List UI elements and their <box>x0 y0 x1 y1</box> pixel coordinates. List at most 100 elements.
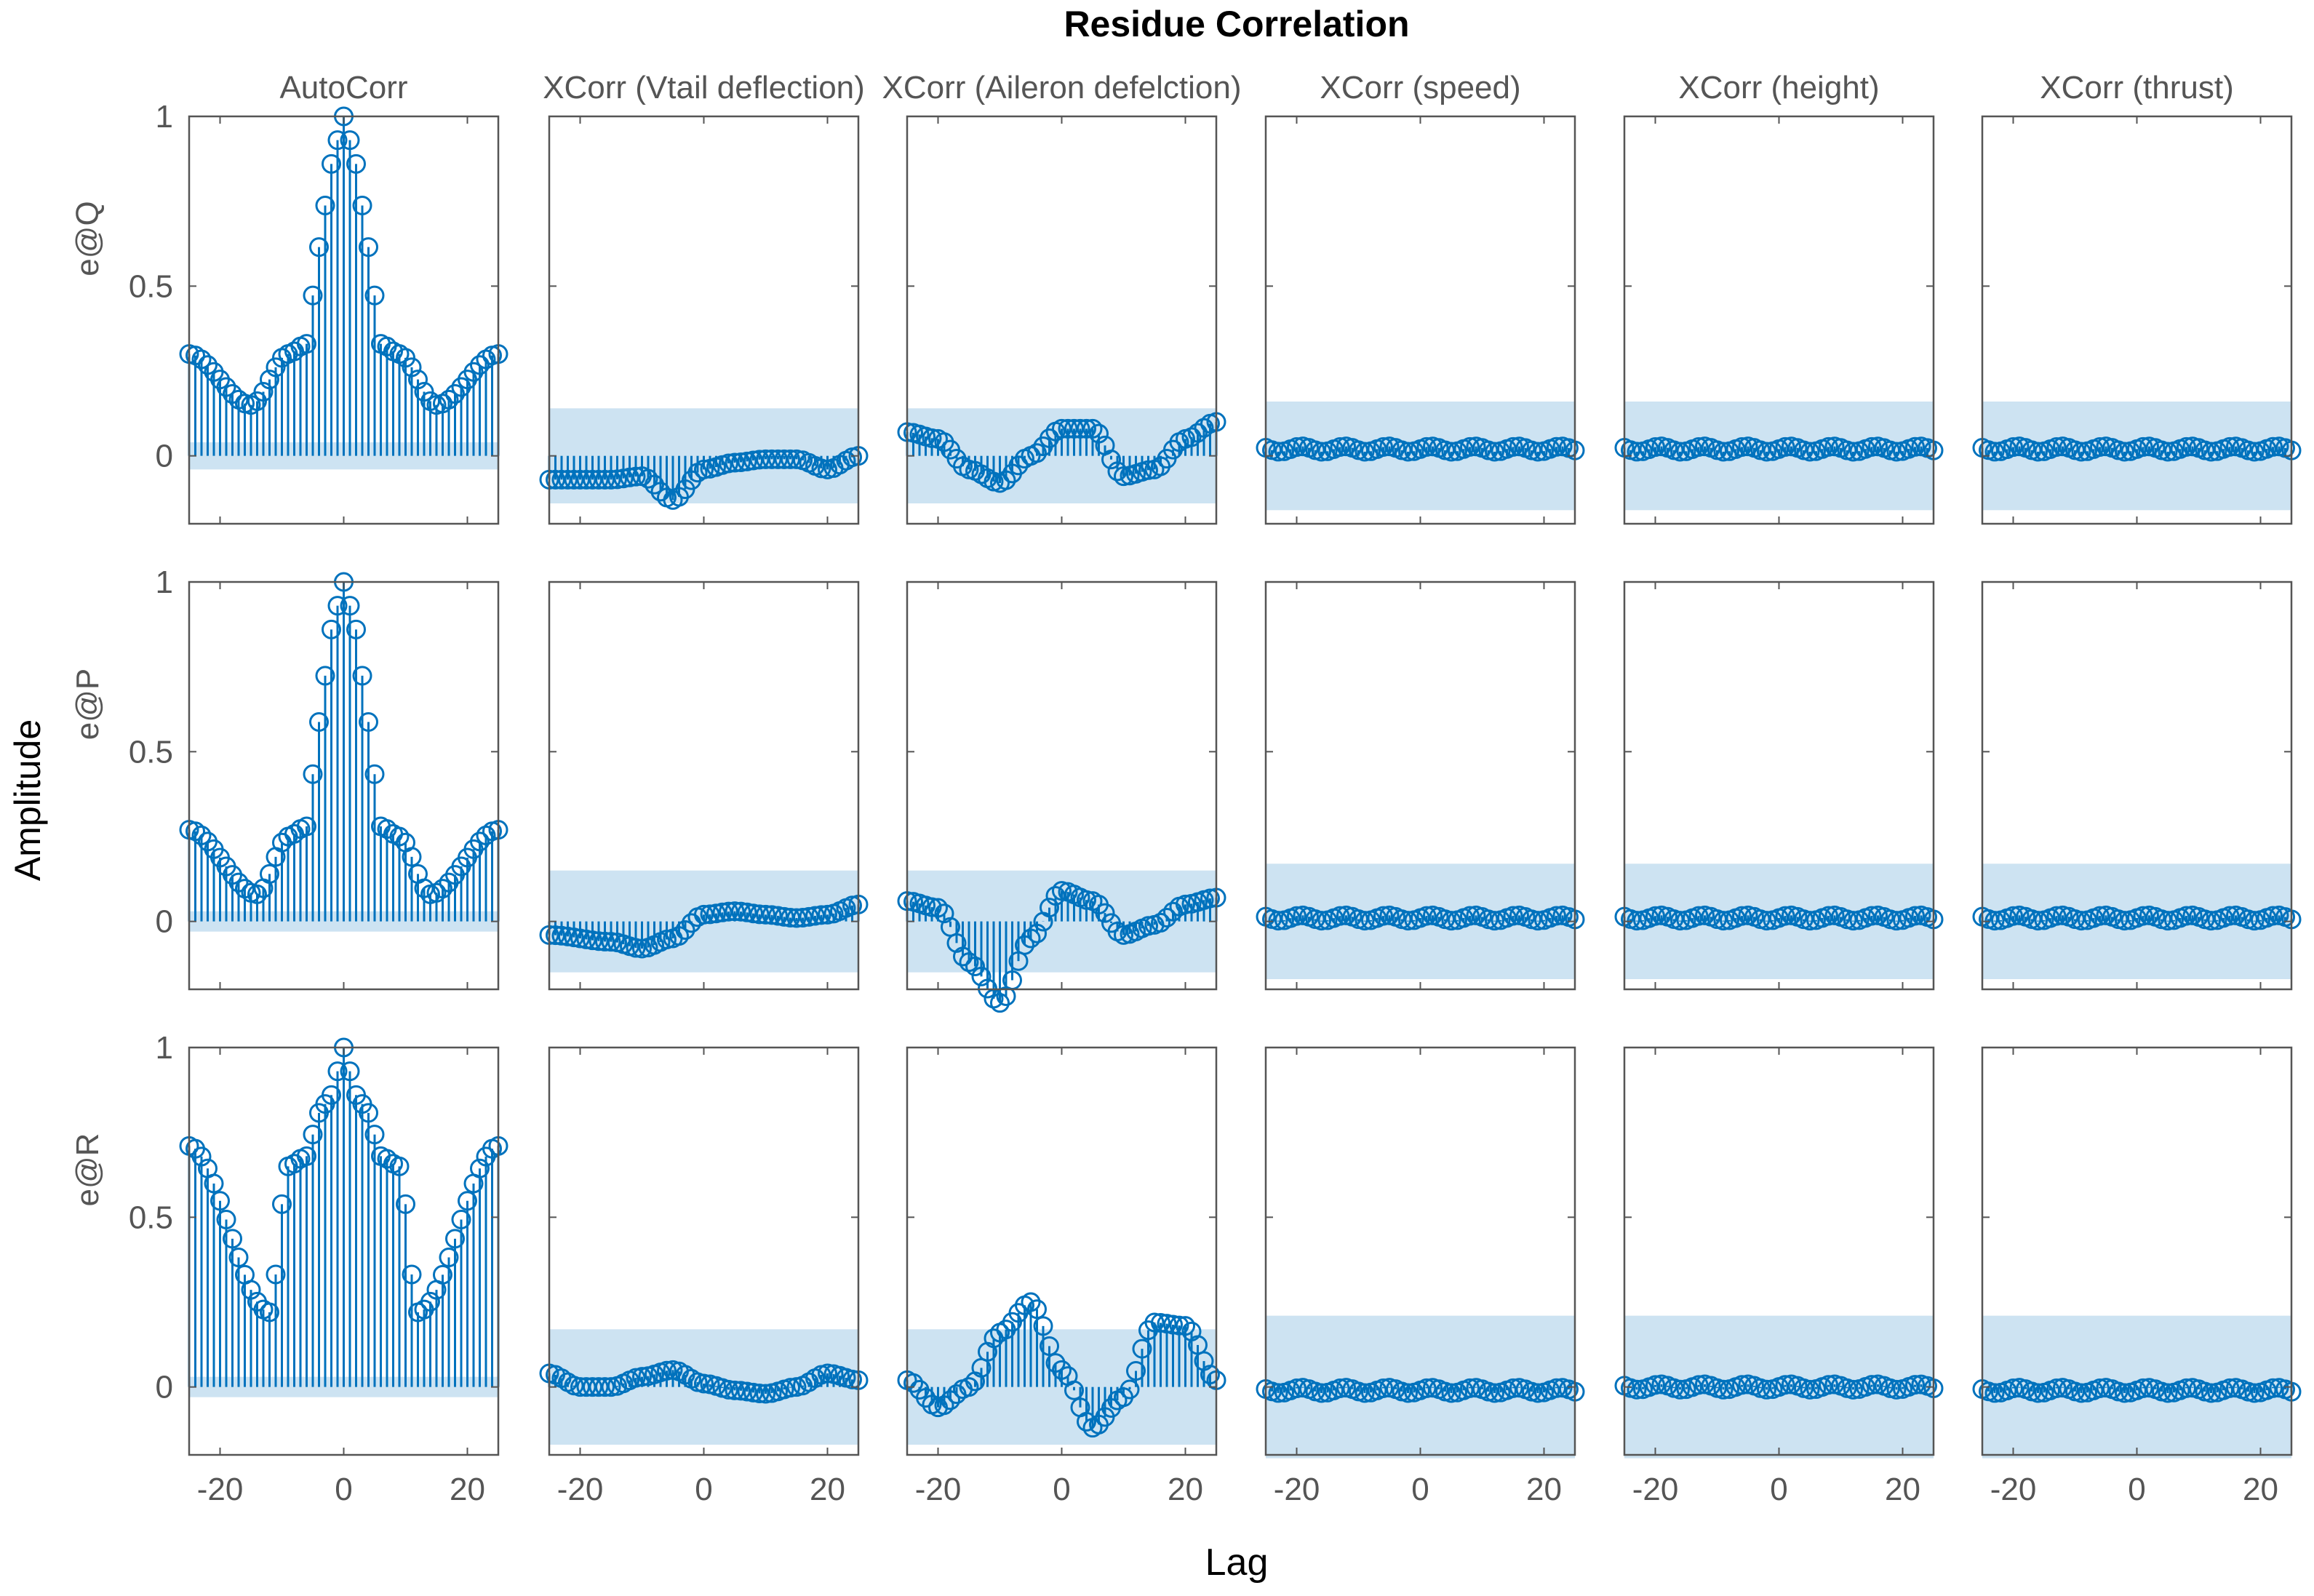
data-point <box>303 285 323 306</box>
data-point <box>700 904 720 925</box>
data-point <box>272 1194 292 1214</box>
data-point <box>198 355 218 375</box>
data-point <box>1287 1378 1306 1399</box>
y-tick-label: 1 <box>156 564 173 600</box>
data-point <box>2090 436 2110 457</box>
y-tick-label: 0.5 <box>129 1200 173 1235</box>
column-title: XCorr (thrust) <box>2040 70 2233 105</box>
data-point <box>1398 1383 1418 1403</box>
x-tick-label: 20 <box>450 1472 485 1507</box>
data-point <box>216 1210 236 1230</box>
data-point <box>2046 906 2067 926</box>
data-point <box>1398 442 1418 462</box>
data-point <box>607 469 627 490</box>
data-point <box>1688 1375 1709 1395</box>
data-point <box>2201 911 2221 931</box>
data-point <box>941 1390 960 1411</box>
data-point <box>1312 1383 1331 1403</box>
data-point <box>228 872 249 893</box>
data-point <box>364 1125 385 1145</box>
data-point <box>433 879 452 899</box>
data-point <box>1163 1314 1183 1335</box>
data-point <box>420 1291 440 1312</box>
y-axis-label: Amplitude <box>7 719 48 881</box>
data-point <box>1800 911 1820 931</box>
x-tick-label: -20 <box>1632 1472 1679 1507</box>
data-point <box>1688 436 1709 457</box>
data-point <box>445 1229 465 1249</box>
data-point <box>2177 436 2196 457</box>
data-point <box>719 453 738 474</box>
data-point <box>297 816 316 837</box>
data-point <box>570 928 590 949</box>
data-point <box>1355 911 1375 931</box>
data-point <box>1330 1378 1350 1398</box>
data-point <box>1905 1375 1925 1395</box>
data-point <box>1151 912 1170 933</box>
data-point <box>346 619 366 639</box>
data-point <box>315 196 335 215</box>
data-point <box>340 596 360 616</box>
data-point <box>657 929 677 949</box>
x-tick-label: 20 <box>2243 1472 2278 1507</box>
data-point <box>402 1264 422 1285</box>
data-point <box>327 1061 348 1082</box>
data-point <box>842 1369 862 1389</box>
data-point <box>916 1388 935 1408</box>
data-point <box>1416 906 1437 926</box>
data-point <box>2046 436 2067 457</box>
data-point <box>675 920 695 941</box>
data-point <box>1070 418 1090 439</box>
data-point <box>414 878 434 898</box>
data-point <box>359 237 378 258</box>
data-point <box>620 467 639 487</box>
x-tick-label: 0 <box>335 1472 352 1507</box>
data-point <box>737 451 757 471</box>
data-point <box>749 450 770 470</box>
x-tick-label: 20 <box>1526 1472 1562 1507</box>
data-point <box>2201 442 2221 462</box>
data-point <box>1800 442 1820 462</box>
data-point <box>762 905 782 925</box>
x-tick-label: -20 <box>197 1472 244 1507</box>
data-point <box>669 926 689 946</box>
data-point <box>1713 911 1733 931</box>
y-tick-label: 0 <box>156 439 173 474</box>
data-point <box>389 826 410 847</box>
data-point <box>934 1395 954 1416</box>
data-point <box>2003 1378 2023 1399</box>
x-tick-label: 0 <box>1411 1472 1429 1507</box>
data-point <box>1027 923 1047 943</box>
data-point <box>2177 906 2196 926</box>
data-point <box>2158 442 2178 462</box>
data-point <box>589 1377 609 1397</box>
data-point <box>786 449 807 469</box>
data-point <box>842 895 862 916</box>
data-point <box>1021 1292 1041 1312</box>
panel-r2-c2: -20 0 20 <box>897 1046 1226 1507</box>
data-point <box>719 1379 738 1400</box>
data-point <box>589 469 609 490</box>
data-point <box>928 898 948 918</box>
data-point <box>1886 442 1907 462</box>
data-point <box>632 938 652 959</box>
data-point <box>1176 894 1195 914</box>
data-point <box>2046 1378 2067 1398</box>
data-point <box>2219 906 2240 926</box>
data-point <box>1330 906 1350 926</box>
data-point <box>1064 1380 1084 1400</box>
data-point <box>1645 437 1665 458</box>
data-point <box>743 903 763 924</box>
data-point <box>1905 906 1925 926</box>
panel-r1-c1 <box>539 580 869 991</box>
data-point <box>2028 1383 2048 1403</box>
data-point <box>402 847 422 867</box>
y-tick-label: 0.5 <box>129 268 173 304</box>
data-point <box>260 370 279 390</box>
confidence-band <box>549 408 858 503</box>
data-point <box>1120 1379 1140 1400</box>
data-point <box>1645 906 1665 926</box>
data-point <box>309 712 329 732</box>
data-point <box>451 1210 471 1230</box>
data-point <box>1027 1299 1047 1320</box>
